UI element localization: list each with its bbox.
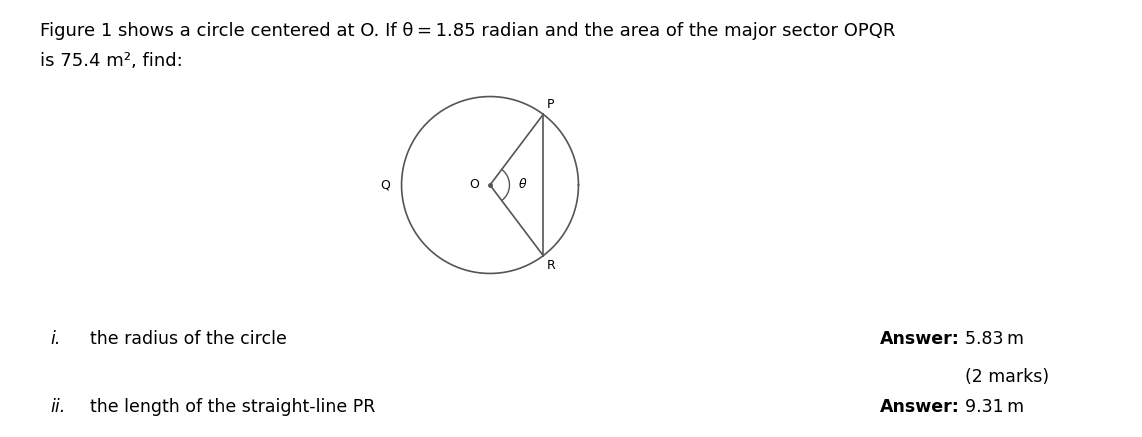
Text: the radius of the circle: the radius of the circle [90,330,287,348]
Text: R: R [547,259,555,272]
Text: Figure 1 shows a circle centered at O. If θ = 1.85 radian and the area of the ma: Figure 1 shows a circle centered at O. I… [40,22,895,40]
Text: is 75.4 m², find:: is 75.4 m², find: [40,52,183,70]
Text: 9.31 m: 9.31 m [965,398,1024,416]
Text: Q: Q [380,178,391,191]
Text: θ: θ [518,178,526,191]
Text: 5.83 m: 5.83 m [965,330,1024,348]
Text: (2 marks): (2 marks) [965,368,1049,386]
Text: Answer:: Answer: [880,330,960,348]
Text: ii.: ii. [50,398,65,416]
Text: P: P [547,98,554,111]
Text: the length of the straight-line PR: the length of the straight-line PR [90,398,376,416]
Text: i.: i. [50,330,61,348]
Text: O: O [469,178,478,191]
Text: Answer:: Answer: [880,398,960,416]
